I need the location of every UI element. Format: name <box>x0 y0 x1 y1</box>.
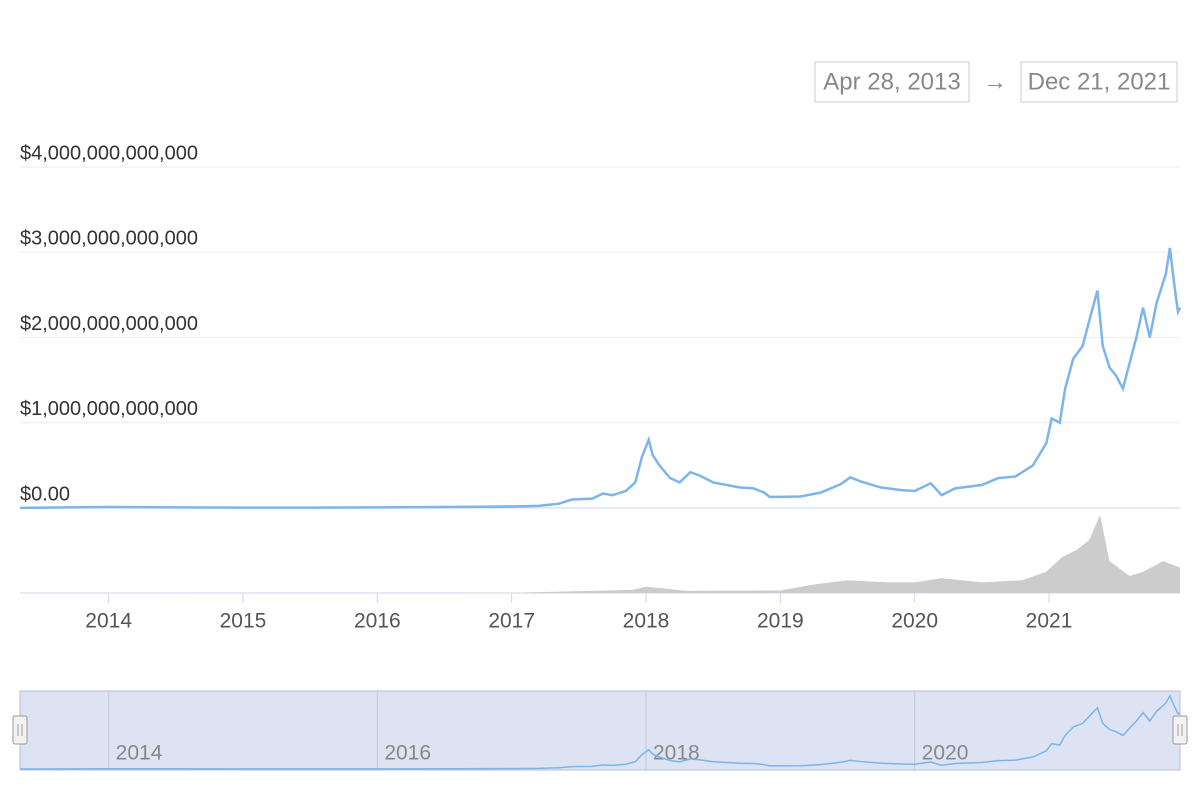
range-separator: → <box>983 68 1007 95</box>
range-end[interactable]: Dec 21, 2021 <box>1028 68 1171 95</box>
navigator-tick-label: 2020 <box>922 742 969 765</box>
navigator-tick-label: 2014 <box>116 742 163 765</box>
range-end-box[interactable] <box>1020 61 1178 103</box>
x-tick-label: 2018 <box>623 610 670 633</box>
navigator-line <box>19 694 1181 770</box>
y-tick-label: $3,000,000,000,000 <box>20 228 198 250</box>
navigator[interactable] <box>19 690 1181 771</box>
y-tick-label: $4,000,000,000,000 <box>20 142 198 164</box>
y-tick-label: $0.00 <box>20 483 70 505</box>
volume-area <box>20 515 1180 593</box>
navigator-handle[interactable] <box>12 715 28 745</box>
range-start[interactable]: Apr 28, 2013 <box>823 68 960 95</box>
x-tick-label: 2016 <box>354 610 401 633</box>
y-tick-label: $1,000,000,000,000 <box>20 398 198 420</box>
x-tick-label: 2015 <box>220 610 267 633</box>
market-cap-line <box>19 247 1182 510</box>
x-tick-label: 2019 <box>757 610 804 633</box>
x-tick-label: 2021 <box>1026 610 1073 633</box>
y-tick-label: $2,000,000,000,000 <box>20 313 198 335</box>
navigator-handle[interactable] <box>1172 715 1188 745</box>
range-start-box[interactable] <box>814 61 970 103</box>
x-tick-label: 2017 <box>488 610 535 633</box>
x-tick-label: 2014 <box>85 610 132 633</box>
x-tick-label: 2020 <box>891 610 938 633</box>
navigator-tick-label: 2016 <box>384 742 431 765</box>
